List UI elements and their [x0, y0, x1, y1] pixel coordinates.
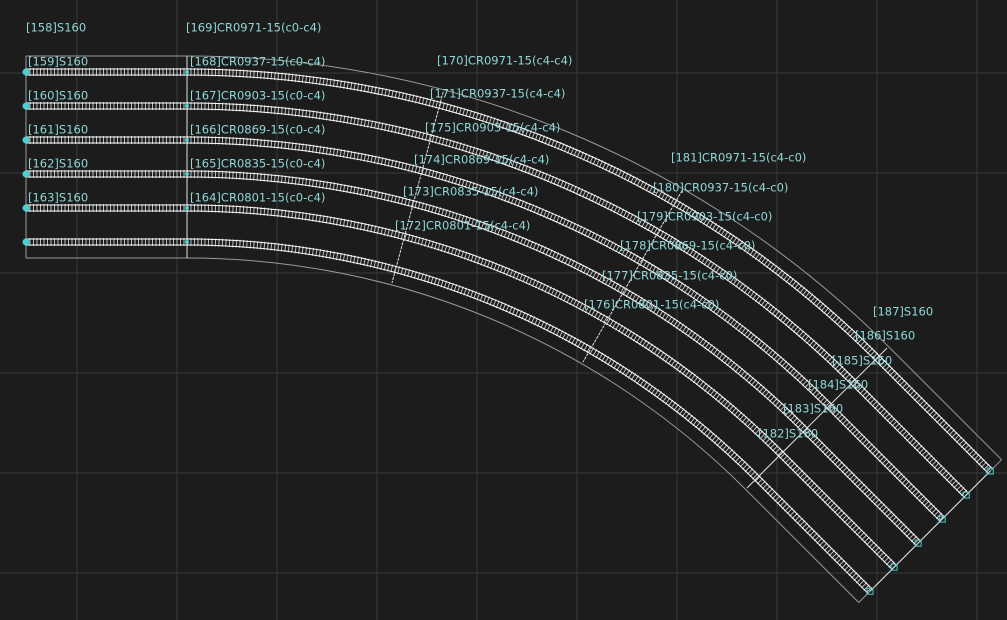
segment-label: [162]S160: [28, 157, 88, 171]
sleepers: [26, 238, 873, 595]
sleepers: [26, 136, 946, 522]
rail: [26, 68, 993, 470]
segment-label: [167]CR0903-15(c0-c4): [190, 89, 325, 103]
endpoint: [22, 102, 30, 110]
segment-label: [165]CR0835-15(c0-c4): [190, 157, 325, 171]
segment-label: [179]CR0903-15(c4-c0): [637, 210, 772, 224]
segment-label: [178]CR0869-15(c4-c0): [620, 239, 755, 253]
segment-label: [180]CR0937-15(c4-c0): [653, 181, 788, 195]
end-marker: [890, 563, 898, 571]
endpoint: [22, 238, 30, 246]
segment-label: [171]CR0937-15(c4-c4): [430, 87, 565, 101]
segment-label: [169]CR0971-15(c0-c4): [186, 21, 321, 35]
rail: [26, 210, 893, 570]
joint-line: [746, 347, 888, 489]
segment-label: [161]S160: [28, 123, 88, 137]
segment-label: [172]CR0801-15(c4-c4): [395, 219, 530, 233]
rail: [26, 102, 969, 494]
segment-label: [160]S160: [28, 89, 88, 103]
segment-label: [186]S160: [855, 329, 915, 343]
segment-label: [185]S160: [832, 354, 892, 368]
endpoint: [22, 136, 30, 144]
tracks: [26, 68, 994, 595]
segment-label: [184]S160: [808, 378, 868, 392]
sleepers: [26, 68, 994, 474]
segment-label: [187]S160: [873, 305, 933, 319]
bed-outer: [26, 55, 1002, 461]
sleepers: [26, 170, 921, 546]
endpoint: [22, 170, 30, 178]
end-line: [869, 470, 991, 592]
segment-label: [182]S160: [758, 427, 818, 441]
rail: [26, 244, 869, 594]
joint-point: [185, 70, 189, 74]
rail: [26, 142, 941, 522]
segment-label: [168]CR0937-15(c0-c4): [190, 55, 325, 69]
segment-label: [163]S160: [28, 191, 88, 205]
bed-inner: [26, 257, 860, 603]
endpoint: [22, 68, 30, 76]
joint-point: [185, 138, 189, 142]
segment-label: [176]CR0801-15(c4-c0): [584, 298, 719, 312]
joint-line: [582, 190, 683, 363]
segment-label: [159]S160: [28, 55, 88, 69]
sleepers: [26, 204, 897, 570]
end-marker: [986, 467, 994, 475]
joint-point: [185, 240, 189, 244]
rail: [26, 74, 989, 474]
end-marker: [962, 491, 970, 499]
segment-label: [183]S160: [783, 402, 843, 416]
segment-label: [177]CR0835-15(c4-c0): [602, 269, 737, 283]
joint-point: [185, 206, 189, 210]
segment-label: [170]CR0971-15(c4-c4): [437, 54, 572, 68]
rail: [26, 204, 897, 566]
rail: [26, 136, 945, 518]
segment-label: [166]CR0869-15(c0-c4): [190, 123, 325, 137]
segment-label: [174]CR0869-15(c4-c4): [414, 153, 549, 167]
segment-label: [181]CR0971-15(c4-c0): [671, 151, 806, 165]
rail: [26, 238, 873, 590]
end-marker: [914, 539, 922, 547]
labels: [158]S160 [169]CR0971-15(c0-c4) [159]S160 […: [26, 21, 933, 441]
rail: [26, 170, 921, 542]
rail: [26, 108, 965, 498]
endpoints: [22, 68, 994, 595]
joints: [186, 56, 991, 592]
joint-point: [185, 104, 189, 108]
segment-label: [173]CR0835-15(c4-c4): [403, 185, 538, 199]
segment-label: [158]S160: [26, 21, 86, 35]
rail: [26, 176, 917, 546]
endpoint: [22, 204, 30, 212]
segment-label: [175]CR0903-15(c4-c4): [425, 121, 560, 135]
end-marker: [938, 515, 946, 523]
end-marker: [866, 587, 874, 595]
joint-point: [185, 172, 189, 176]
joint-line: [391, 91, 444, 284]
segment-label: [164]CR0801-15(c0-c4): [190, 191, 325, 205]
